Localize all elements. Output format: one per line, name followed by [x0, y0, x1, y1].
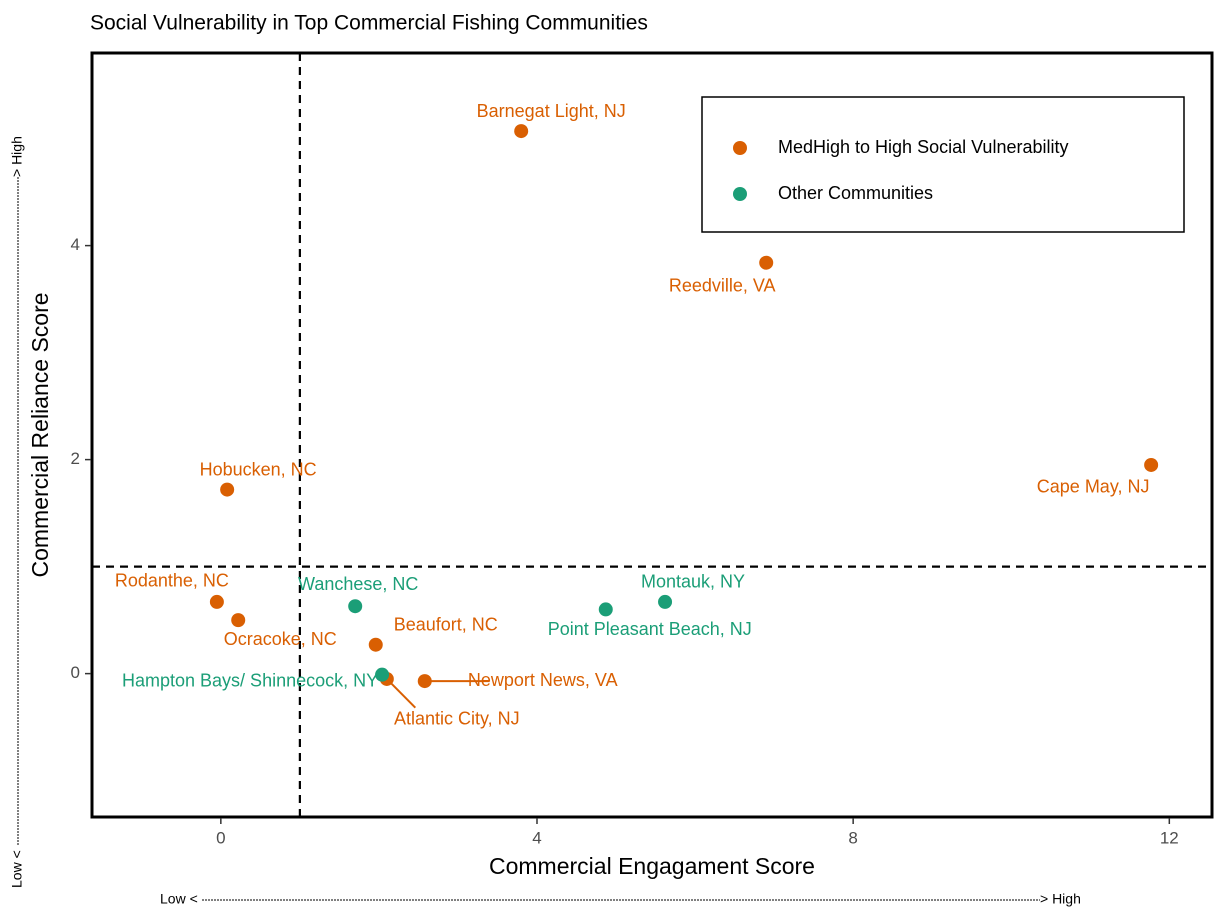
- y-low-label: Low <: [9, 850, 25, 888]
- point-label: Atlantic City, NJ: [394, 709, 520, 729]
- legend-label: Other Communities: [778, 183, 933, 203]
- y-tick-label: 2: [71, 449, 80, 468]
- point: [368, 637, 383, 652]
- point-label: Hobucken, NC: [200, 459, 317, 479]
- point-label: Rodanthe, NC: [115, 571, 229, 591]
- point-label: Cape May, NJ: [1037, 477, 1150, 497]
- point: [598, 602, 613, 617]
- point: [209, 594, 224, 609]
- y-tick-label: 4: [71, 235, 80, 254]
- legend-marker: [733, 187, 747, 201]
- point-label: Wanchese, NC: [298, 574, 418, 594]
- x-tick-label: 8: [848, 828, 857, 847]
- x-tick-label: 0: [216, 828, 225, 847]
- x-tick-label: 4: [532, 828, 541, 847]
- point: [658, 594, 673, 609]
- y-axis-title: Commercial Reliance Score: [27, 292, 53, 577]
- point-label: Point Pleasant Beach, NJ: [548, 619, 752, 639]
- legend-marker: [733, 141, 747, 155]
- legend-box: [701, 96, 1185, 233]
- chart-title: Social Vulnerability in Top Commercial F…: [90, 12, 648, 35]
- point-label: Montauk, NY: [641, 572, 745, 592]
- point: [417, 674, 432, 689]
- x-axis-title: Commercial Engagament Score: [489, 853, 815, 879]
- y-tick-label: 0: [71, 663, 80, 682]
- plot-frame: [90, 51, 1214, 819]
- point: [375, 667, 390, 682]
- point-label: Ocracoke, NC: [224, 629, 337, 649]
- point: [348, 599, 363, 614]
- point-label: Beaufort, NC: [394, 614, 498, 634]
- point: [759, 255, 774, 270]
- x-high-label: > High: [1040, 891, 1081, 907]
- y-high-label: > High: [9, 136, 25, 177]
- x-tick-label: 12: [1160, 828, 1179, 847]
- point: [514, 124, 529, 139]
- point: [220, 482, 235, 497]
- point-label: Newport News, VA: [468, 670, 618, 690]
- point: [1144, 457, 1159, 472]
- point-label: Barnegat Light, NJ: [477, 101, 626, 121]
- point-label: Hampton Bays/ Shinnecock, NY: [122, 670, 378, 690]
- point-label: Reedville, VA: [669, 275, 776, 295]
- legend-label: MedHigh to High Social Vulnerability: [778, 137, 1068, 157]
- x-low-label: Low <: [160, 891, 198, 907]
- point: [231, 613, 246, 628]
